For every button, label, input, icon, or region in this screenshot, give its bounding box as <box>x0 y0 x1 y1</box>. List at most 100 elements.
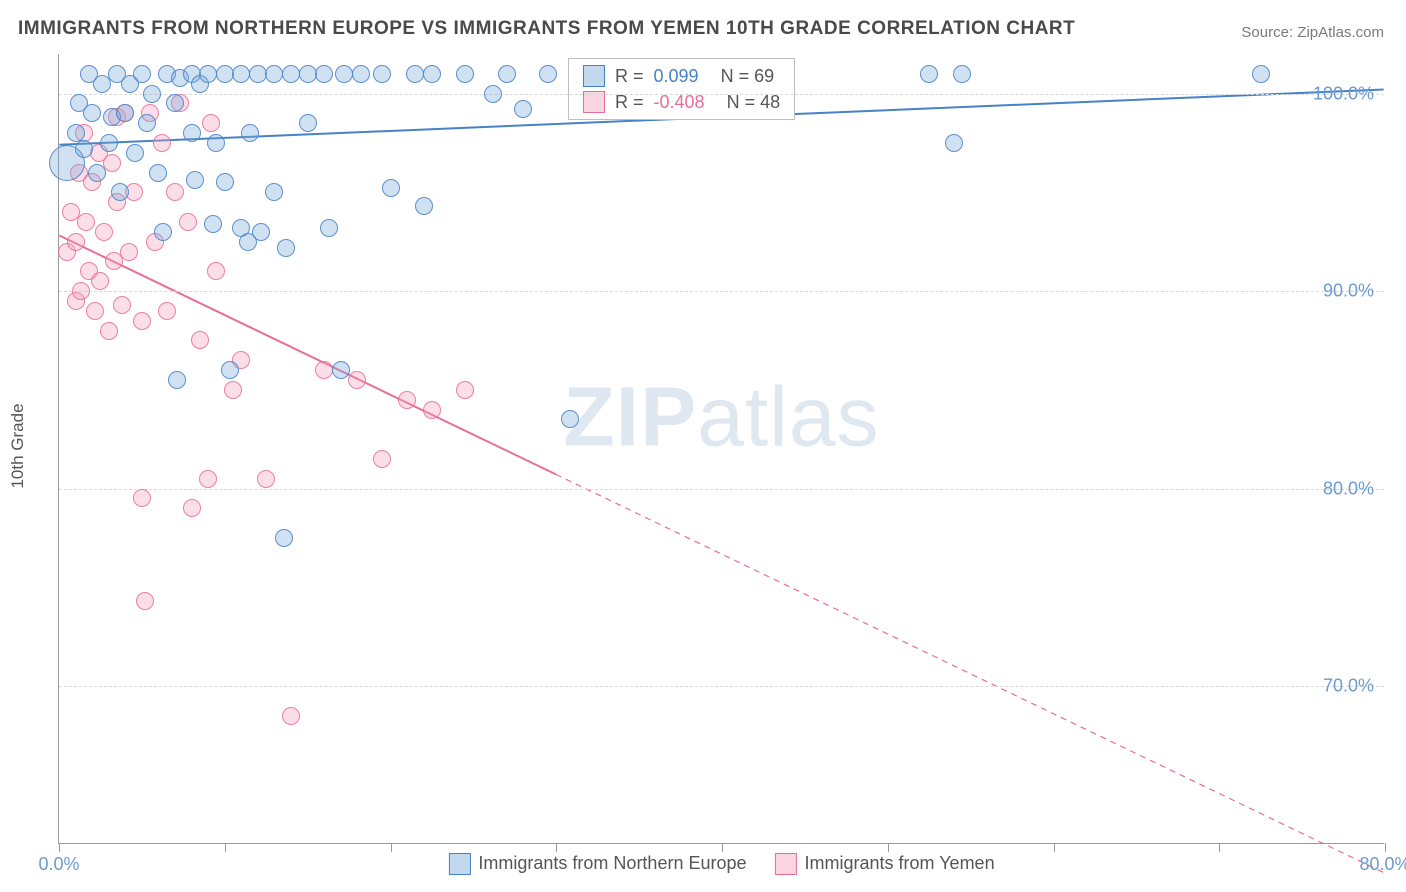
r-label: R = <box>615 66 644 87</box>
n-label: N = 48 <box>727 92 781 113</box>
x-tick <box>1054 843 1055 852</box>
scatter-point-pink <box>91 272 109 290</box>
scatter-point-blue <box>168 371 186 389</box>
scatter-point-blue <box>133 65 151 83</box>
gridline <box>59 94 1384 95</box>
scatter-point-blue <box>299 65 317 83</box>
scatter-point-pink <box>224 381 242 399</box>
scatter-point-blue <box>252 223 270 241</box>
scatter-point-pink <box>72 282 90 300</box>
scatter-point-blue <box>332 361 350 379</box>
scatter-point-pink <box>133 312 151 330</box>
legend-label-blue: Immigrants from Northern Europe <box>478 853 746 873</box>
n-value-pink: 48 <box>760 92 780 112</box>
legend-row-blue: R = 0.099 N = 69 <box>569 63 794 89</box>
y-tick-label: 100.0% <box>1313 83 1374 104</box>
watermark-rest: atlas <box>697 369 879 463</box>
scatter-point-pink <box>202 114 220 132</box>
n-eq: N = <box>721 66 750 86</box>
scatter-point-blue <box>382 179 400 197</box>
scatter-point-blue <box>282 65 300 83</box>
scatter-point-blue <box>265 65 283 83</box>
scatter-point-blue <box>216 173 234 191</box>
scatter-point-blue <box>415 197 433 215</box>
scatter-point-blue <box>498 65 516 83</box>
scatter-point-pink <box>282 707 300 725</box>
x-tick <box>888 843 889 852</box>
x-tick <box>1219 843 1220 852</box>
x-tick-label: 0.0% <box>38 854 79 875</box>
scatter-point-blue <box>315 65 333 83</box>
y-tick-label: 80.0% <box>1323 478 1374 499</box>
scatter-point-blue <box>75 140 93 158</box>
scatter-point-pink <box>86 302 104 320</box>
r-value-blue: 0.099 <box>654 66 699 87</box>
gridline <box>59 686 1384 687</box>
n-eq: N = <box>727 92 756 112</box>
x-tick <box>722 843 723 852</box>
scatter-point-pink <box>257 470 275 488</box>
scatter-point-blue <box>221 361 239 379</box>
scatter-point-blue <box>199 65 217 83</box>
scatter-point-blue <box>539 65 557 83</box>
n-value-blue: 69 <box>754 66 774 86</box>
swatch-blue-icon <box>583 65 605 87</box>
scatter-point-blue <box>484 85 502 103</box>
scatter-point-blue <box>275 529 293 547</box>
scatter-point-blue <box>232 65 250 83</box>
x-tick-label: 80.0% <box>1359 854 1406 875</box>
scatter-point-blue <box>143 85 161 103</box>
scatter-point-blue <box>83 104 101 122</box>
scatter-point-blue <box>299 114 317 132</box>
scatter-point-pink <box>207 262 225 280</box>
scatter-point-pink <box>373 450 391 468</box>
scatter-point-blue <box>406 65 424 83</box>
scatter-point-pink <box>348 371 366 389</box>
scatter-point-blue <box>249 65 267 83</box>
legend-item-blue: Immigrants from Northern Europe <box>448 853 746 875</box>
scatter-point-pink <box>191 331 209 349</box>
scatter-point-pink <box>456 381 474 399</box>
scatter-point-blue <box>1252 65 1270 83</box>
scatter-point-blue <box>166 94 184 112</box>
trend-lines-layer <box>59 54 1384 843</box>
scatter-point-pink <box>113 296 131 314</box>
watermark-zip: ZIP <box>563 369 697 463</box>
x-tick <box>59 843 60 852</box>
scatter-point-blue <box>514 100 532 118</box>
scatter-point-pink <box>183 499 201 517</box>
scatter-point-pink <box>95 223 113 241</box>
scatter-point-blue <box>126 144 144 162</box>
scatter-point-blue <box>352 65 370 83</box>
source-attribution: Source: ZipAtlas.com <box>1241 24 1384 41</box>
scatter-point-blue <box>216 65 234 83</box>
scatter-point-blue <box>154 223 172 241</box>
scatter-point-pink <box>77 213 95 231</box>
scatter-point-blue <box>320 219 338 237</box>
y-axis-title: 10th Grade <box>8 403 28 488</box>
source-label: Source: <box>1241 24 1293 41</box>
scatter-point-pink <box>133 489 151 507</box>
scatter-point-blue <box>561 410 579 428</box>
scatter-point-blue <box>265 183 283 201</box>
scatter-point-pink <box>166 183 184 201</box>
scatter-point-pink <box>136 592 154 610</box>
legend-item-pink: Immigrants from Yemen <box>775 853 995 875</box>
scatter-point-pink <box>120 243 138 261</box>
gridline <box>59 489 1384 490</box>
scatter-point-blue <box>88 164 106 182</box>
scatter-point-pink <box>199 470 217 488</box>
legend-label-pink: Immigrants from Yemen <box>805 853 995 873</box>
source-name: ZipAtlas.com <box>1297 24 1384 41</box>
scatter-point-pink <box>423 401 441 419</box>
x-tick <box>225 843 226 852</box>
scatter-point-blue <box>111 183 129 201</box>
scatter-point-blue <box>335 65 353 83</box>
y-tick-label: 70.0% <box>1323 676 1374 697</box>
scatter-point-blue <box>456 65 474 83</box>
series-legend: Immigrants from Northern Europe Immigran… <box>448 853 994 875</box>
scatter-point-blue <box>241 124 259 142</box>
scatter-point-blue <box>116 104 134 122</box>
scatter-point-pink <box>179 213 197 231</box>
r-value-pink: -0.408 <box>654 92 705 113</box>
